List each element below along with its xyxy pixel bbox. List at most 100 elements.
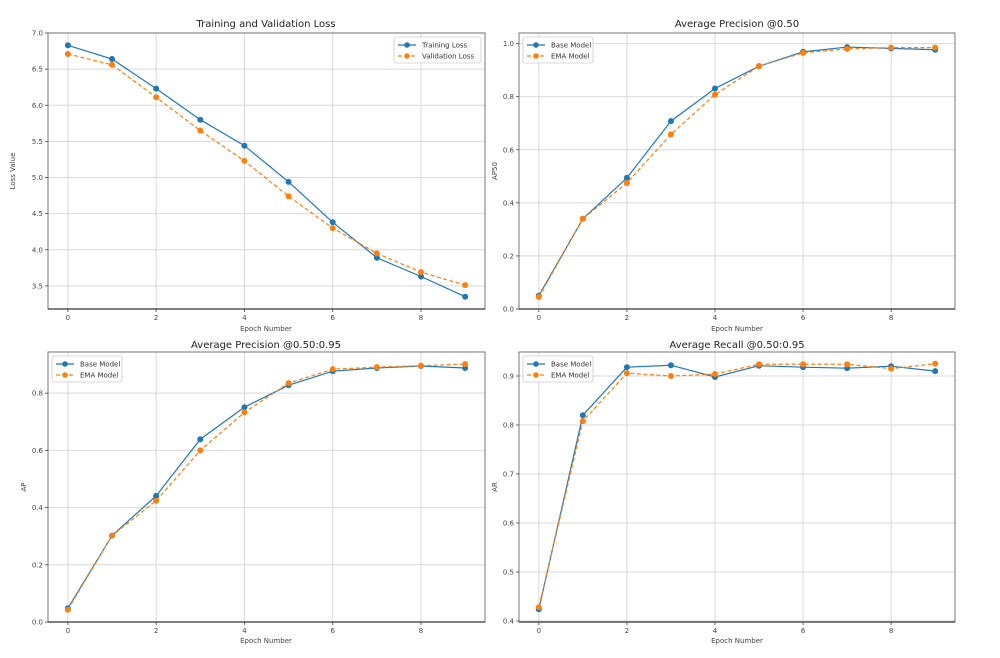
data-point (197, 436, 204, 443)
legend-label: Base Model (551, 361, 591, 369)
data-point (417, 362, 424, 369)
x-tick-label: 6 (330, 314, 335, 322)
x-tick-label: 2 (154, 314, 158, 322)
data-point (800, 49, 807, 56)
x-tick-label: 4 (713, 627, 718, 635)
y-tick-label: 0.2 (503, 252, 514, 260)
axes-frame (518, 32, 956, 310)
data-point (64, 42, 71, 49)
data-point (579, 418, 586, 425)
legend-label: EMA Model (551, 53, 590, 61)
legend-marker-icon (62, 361, 68, 367)
data-point (667, 373, 674, 380)
y-tick-label: 0.8 (32, 390, 43, 398)
data-point (153, 85, 160, 92)
x-ticks: 0 2 4 6 8 (66, 622, 423, 635)
x-tick-label: 0 (537, 627, 541, 635)
data-point (711, 85, 718, 92)
data-point (623, 179, 630, 186)
x-ticks: 0 2 4 6 8 (66, 309, 423, 322)
x-tick-label: 6 (801, 627, 806, 635)
data-point (197, 127, 204, 134)
y-tick-label: 4.5 (32, 210, 43, 218)
y-axis-label: AR (491, 482, 499, 492)
y-ticks: 0.0 0.2 0.4 0.6 0.8 (32, 390, 48, 627)
series-base-model (535, 362, 939, 613)
plot-area: 0 2 4 6 8 0.4 0.5 0.6 0.7 0.8 0.9 Base Model EMA Mod… (503, 351, 956, 635)
legend-label: Base Model (80, 361, 120, 369)
legend-label: Base Model (551, 42, 591, 50)
data-point (888, 44, 895, 51)
data-point (535, 294, 542, 301)
axes-frame (47, 351, 486, 623)
x-axis-label: Epoch Number (240, 325, 292, 333)
plot-area: 0 2 4 6 8 0.0 0.2 0.4 0.6 0.8 Base Model EMA Model (32, 351, 486, 635)
x-tick-label: 4 (242, 627, 247, 635)
legend: Base Model EMA Model (522, 355, 594, 383)
y-axis-label: AP50 (491, 162, 499, 180)
data-point (109, 56, 116, 63)
data-point (844, 45, 851, 52)
x-tick-label: 8 (419, 314, 423, 322)
data-point (462, 282, 469, 289)
subplot-title: Average Precision @0.50 (675, 19, 799, 30)
x-tick-label: 8 (889, 314, 893, 322)
y-tick-label: 0.0 (503, 306, 514, 314)
data-point (329, 366, 336, 373)
data-point (197, 447, 204, 454)
y-tick-label: 5.0 (32, 174, 43, 182)
data-point (623, 364, 630, 371)
data-point (153, 492, 160, 499)
data-point (756, 361, 763, 368)
y-ticks: 3.5 4.0 4.5 5.0 5.5 6.0 6.5 7.0 (32, 30, 48, 290)
y-tick-label: 0.2 (32, 561, 43, 569)
y-tick-label: 0.7 (503, 471, 514, 479)
y-tick-label: 0.6 (503, 520, 515, 528)
data-point (462, 361, 469, 368)
subplot-title: Average Recall @0.50:0.95 (669, 340, 804, 351)
legend: Base Model EMA Model (522, 36, 594, 64)
y-tick-label: 0.4 (503, 199, 515, 207)
y-axis-label: AP (20, 482, 28, 491)
gridlines (48, 352, 485, 623)
axes-frame (518, 351, 956, 623)
data-point (623, 370, 630, 377)
x-tick-label: 6 (330, 627, 335, 635)
y-tick-label: 0.9 (503, 373, 514, 381)
data-point (932, 44, 939, 51)
subplot-title: Average Precision @0.50:0.95 (191, 340, 341, 351)
x-tick-label: 0 (66, 314, 70, 322)
data-point (417, 273, 424, 280)
x-tick-label: 8 (419, 627, 423, 635)
subplot-title: Training and Validation Loss (195, 19, 335, 30)
y-ticks: 0.0 0.2 0.4 0.6 0.8 1.0 (503, 40, 519, 314)
data-point (241, 157, 248, 164)
x-tick-label: 6 (801, 314, 806, 322)
y-tick-label: 0.8 (503, 422, 514, 430)
legend-label: Validation Loss (422, 53, 474, 61)
y-ticks: 0.4 0.5 0.6 0.7 0.8 0.9 (503, 373, 519, 626)
legend-marker-icon (533, 372, 539, 378)
data-point (373, 254, 380, 261)
data-point (109, 532, 116, 539)
legend-label: EMA Model (80, 372, 119, 380)
y-tick-label: 0.6 (32, 447, 44, 455)
series-validation-loss (64, 50, 469, 289)
legend-label: Training Loss (421, 42, 468, 50)
data-point (667, 118, 674, 125)
y-tick-label: 0.6 (503, 146, 515, 154)
gridlines (48, 32, 485, 309)
y-tick-label: 0.5 (503, 569, 514, 577)
data-point (285, 193, 292, 200)
data-point (329, 225, 336, 232)
subplot-average-recall-50-95: 0 2 4 6 8 0.4 0.5 0.6 0.7 0.8 0.9 Base Model EMA Mod… (491, 340, 956, 645)
y-tick-label: 0.0 (32, 619, 43, 627)
y-tick-label: 4.0 (32, 246, 43, 254)
x-tick-label: 4 (242, 314, 247, 322)
data-point (153, 497, 160, 504)
data-point (888, 365, 895, 372)
series-ema-model (535, 44, 939, 301)
